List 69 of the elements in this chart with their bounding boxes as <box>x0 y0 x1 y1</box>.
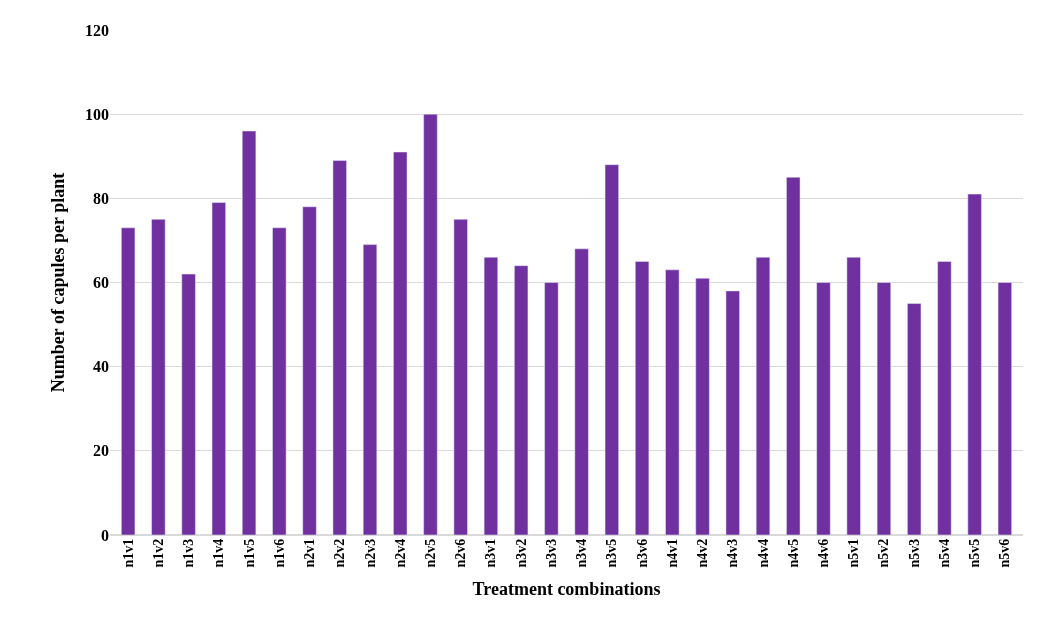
x-tick-label: n2v6 <box>453 538 469 568</box>
x-tick-label: n4v5 <box>785 538 801 568</box>
x-tick-label: n5v4 <box>936 538 952 568</box>
x-axis-title: Treatment combinations <box>472 578 661 599</box>
y-tick-label: 0 <box>101 526 109 544</box>
x-tick-label: n5v2 <box>876 538 892 568</box>
bar <box>695 278 710 535</box>
x-tick-label: n3v4 <box>574 538 590 568</box>
bar <box>786 177 801 535</box>
x-tick-label: n4v2 <box>695 538 711 568</box>
y-tick-label: 20 <box>93 442 109 460</box>
x-tick-label: n4v1 <box>664 538 680 568</box>
bar <box>604 164 619 535</box>
x-tick-label: n4v4 <box>755 538 771 568</box>
x-tick-label: n3v5 <box>604 538 620 568</box>
bar <box>665 269 680 535</box>
y-tick-label: 120 <box>85 21 109 39</box>
bar <box>937 261 952 535</box>
x-tick-label: n4v6 <box>816 538 832 568</box>
x-tick-label: n2v3 <box>362 538 378 568</box>
bar <box>332 160 347 535</box>
bar <box>574 248 589 535</box>
bar <box>483 257 498 535</box>
bar <box>816 282 831 535</box>
x-tick-label: n5v3 <box>906 538 922 568</box>
x-tick-label: n1v2 <box>150 538 166 568</box>
bar <box>362 244 378 535</box>
y-tick-label: 40 <box>93 358 109 376</box>
x-tick-label: n2v2 <box>332 538 348 568</box>
y-tick-label: 100 <box>85 105 109 123</box>
bar <box>967 193 982 535</box>
bar <box>211 202 226 535</box>
y-tick-label: 60 <box>93 274 109 292</box>
x-tick-label: n2v5 <box>423 538 439 568</box>
bar <box>393 151 408 535</box>
bar <box>544 282 559 535</box>
bar <box>453 219 468 535</box>
x-tick-label: n1v5 <box>241 538 257 568</box>
x-tick-label: n3v6 <box>634 538 650 568</box>
x-tick-label: n3v3 <box>543 538 559 568</box>
bar <box>755 257 771 535</box>
y-tick-label: 80 <box>93 189 109 207</box>
bar <box>997 282 1012 535</box>
bar <box>181 273 196 535</box>
bar <box>907 303 922 535</box>
bar <box>121 227 136 535</box>
x-tick-label: n5v5 <box>967 538 983 568</box>
bar <box>302 206 317 535</box>
x-tick-label: n3v2 <box>513 538 529 568</box>
x-tick-label: n1v3 <box>181 538 197 568</box>
x-tick-label: n5v1 <box>846 538 862 568</box>
bar <box>635 261 650 535</box>
x-tick-label: n4v3 <box>725 538 741 568</box>
x-tick-label: n5v6 <box>997 538 1013 568</box>
bar <box>725 290 740 535</box>
bar <box>846 257 861 535</box>
bar <box>423 113 438 535</box>
x-tick-label: n1v6 <box>271 538 287 568</box>
x-tick-label: n2v1 <box>302 538 318 568</box>
x-tick-label: n2v4 <box>392 538 408 568</box>
bar <box>272 227 287 535</box>
y-axis-title: Number of capules per plant <box>48 172 69 393</box>
bar <box>876 282 891 535</box>
x-tick-label: n3v1 <box>483 538 499 568</box>
bar <box>514 265 529 535</box>
x-tick-label: n1v4 <box>211 538 227 568</box>
x-tick-label: n1v1 <box>120 538 136 568</box>
bar <box>151 219 166 535</box>
bar <box>242 130 257 535</box>
